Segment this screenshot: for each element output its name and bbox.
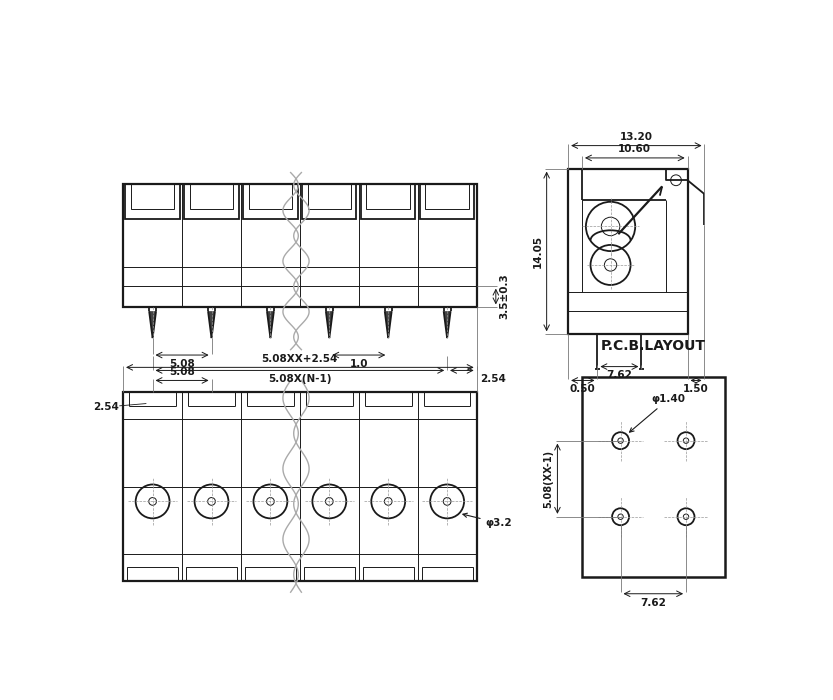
Text: 5.08XX+2.54: 5.08XX+2.54 xyxy=(262,354,338,363)
Bar xyxy=(420,184,474,218)
Polygon shape xyxy=(208,311,215,338)
Polygon shape xyxy=(149,311,156,338)
Bar xyxy=(245,567,296,581)
Text: 10.60: 10.60 xyxy=(618,144,651,154)
Bar xyxy=(304,567,355,581)
Bar xyxy=(361,184,416,218)
Text: 5.08(XX-1): 5.08(XX-1) xyxy=(544,449,554,508)
Bar xyxy=(123,184,476,307)
Bar xyxy=(123,392,476,581)
Text: 5.08: 5.08 xyxy=(169,359,195,369)
Text: 7.62: 7.62 xyxy=(641,598,666,608)
Polygon shape xyxy=(326,311,332,338)
Polygon shape xyxy=(385,311,392,338)
Text: 5.08X(N-1): 5.08X(N-1) xyxy=(268,374,332,384)
Text: 14.05: 14.05 xyxy=(533,235,543,268)
Text: 2.54: 2.54 xyxy=(480,374,506,384)
Polygon shape xyxy=(267,311,274,338)
Bar xyxy=(421,567,472,581)
Bar xyxy=(126,184,180,218)
Text: 1.0: 1.0 xyxy=(350,359,368,369)
Bar xyxy=(307,184,351,209)
Bar xyxy=(243,184,297,218)
Bar xyxy=(190,184,233,209)
Bar xyxy=(127,567,178,581)
Text: 3.5±0.3: 3.5±0.3 xyxy=(499,274,509,319)
Bar xyxy=(131,184,174,209)
Bar xyxy=(362,567,414,581)
Text: 1.50: 1.50 xyxy=(683,384,709,394)
Text: φ1.40: φ1.40 xyxy=(630,394,686,432)
Text: 13.20: 13.20 xyxy=(620,132,653,141)
Bar xyxy=(568,169,687,335)
Text: 2.54: 2.54 xyxy=(92,402,118,412)
Bar xyxy=(582,377,725,577)
Text: 0.50: 0.50 xyxy=(570,384,596,394)
Bar xyxy=(186,567,237,581)
Bar xyxy=(184,184,238,218)
Polygon shape xyxy=(444,311,451,338)
Text: P.C.B.LAYOUT: P.C.B.LAYOUT xyxy=(601,340,706,354)
Text: 7.62: 7.62 xyxy=(606,370,632,380)
Bar xyxy=(302,184,357,218)
Bar xyxy=(426,184,469,209)
Bar xyxy=(367,184,410,209)
Text: φ3.2: φ3.2 xyxy=(463,513,512,528)
Bar xyxy=(249,184,292,209)
Text: 5.08: 5.08 xyxy=(169,368,195,377)
